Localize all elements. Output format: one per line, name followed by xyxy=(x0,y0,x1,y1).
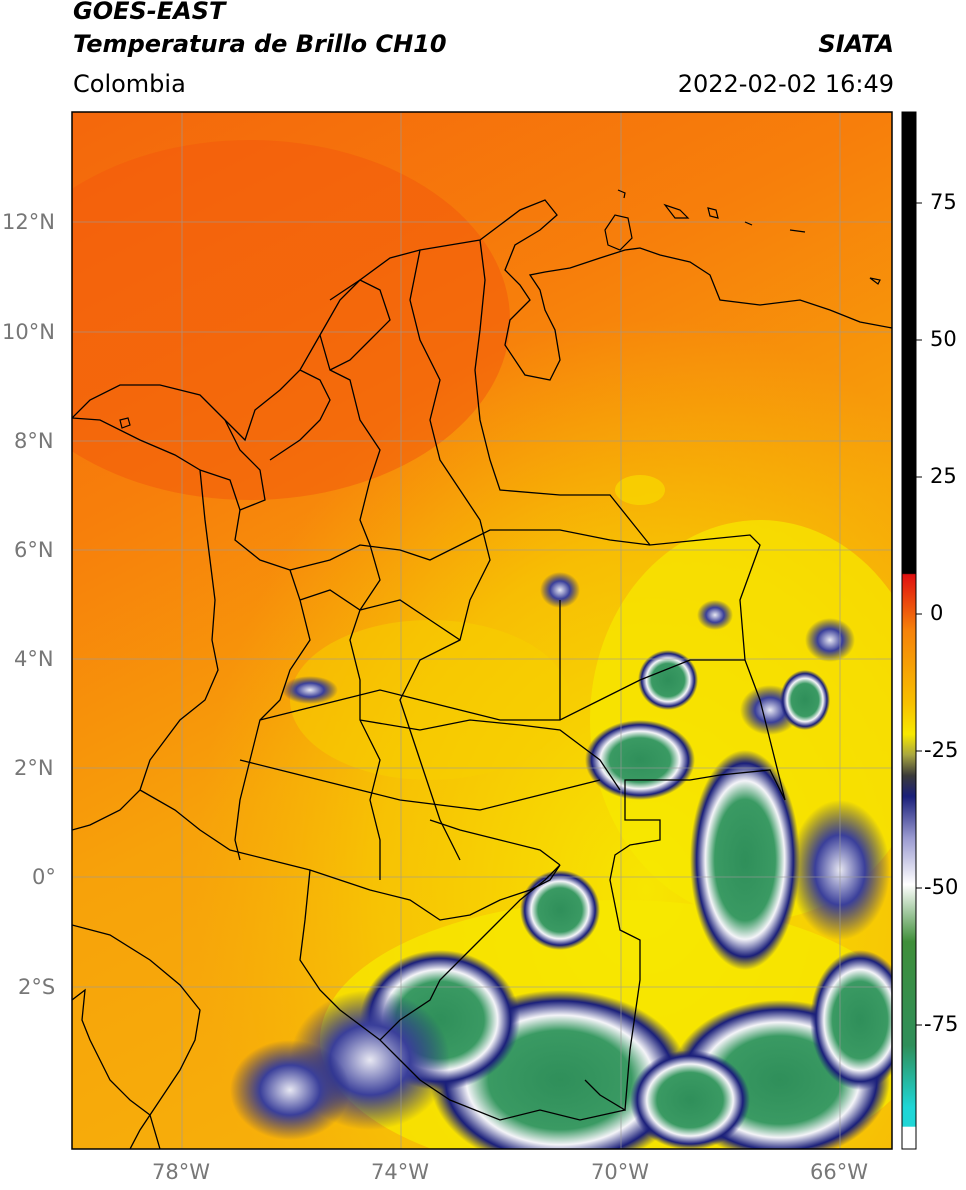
lon-label: 74°W xyxy=(371,1160,429,1184)
lat-label: 10°N xyxy=(2,320,55,344)
product-title: Temperatura de Brillo CH10 xyxy=(73,30,447,58)
timestamp-label: 2022-02-02 16:49 xyxy=(677,70,894,98)
colorbar-label: -50 xyxy=(924,875,959,899)
colorbar-label: -25 xyxy=(924,738,959,762)
country-borders xyxy=(72,199,892,1149)
cold-cloud-tops xyxy=(230,475,892,1149)
satellite-title: GOES-EAST xyxy=(73,0,226,25)
lat-label: 0° xyxy=(32,865,56,889)
islands xyxy=(119,189,881,429)
lat-label: 2°S xyxy=(18,975,56,999)
temperature-field xyxy=(72,112,892,1149)
lat-label: 2°N xyxy=(14,756,54,780)
lat-label: 12°N xyxy=(2,210,55,234)
lat-label: 4°N xyxy=(14,647,54,671)
lat-label: 8°N xyxy=(14,429,54,453)
lon-label: 70°W xyxy=(591,1160,649,1184)
colorbar-label: 0 xyxy=(930,601,944,625)
colorbar xyxy=(901,111,917,1150)
colorbar-label: 50 xyxy=(930,327,957,351)
colorbar-ticks xyxy=(916,202,922,1026)
organization-label: SIATA xyxy=(818,30,894,58)
map-frame xyxy=(71,111,893,1150)
region-label: Colombia xyxy=(73,70,186,98)
colorbar-label: -75 xyxy=(924,1012,959,1036)
colorbar-label: 25 xyxy=(930,464,957,488)
colorbar-label: 75 xyxy=(930,190,957,214)
graticule xyxy=(72,112,892,1149)
lon-label: 78°W xyxy=(152,1160,210,1184)
lat-label: 6°N xyxy=(14,538,54,562)
lon-label: 66°W xyxy=(810,1160,868,1184)
